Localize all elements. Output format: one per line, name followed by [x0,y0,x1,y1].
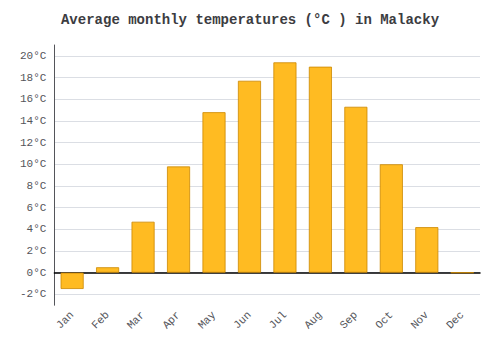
svg-text:Apr: Apr [160,309,182,331]
svg-text:0°C: 0°C [27,267,47,279]
svg-text:May: May [196,309,219,332]
svg-text:Jul: Jul [267,309,289,331]
svg-text:2°C: 2°C [27,245,47,257]
svg-text:8°C: 8°C [27,180,47,192]
svg-text:-2°C: -2°C [20,288,47,300]
svg-text:Mar: Mar [125,309,147,331]
svg-text:Jun: Jun [231,309,253,331]
svg-text:10°C: 10°C [20,158,47,170]
svg-text:Dec: Dec [444,309,466,331]
svg-text:14°C: 14°C [20,115,47,127]
svg-text:12°C: 12°C [20,137,47,149]
svg-text:Jan: Jan [54,309,76,331]
svg-text:Aug: Aug [302,309,324,331]
svg-text:18°C: 18°C [20,72,47,84]
svg-text:Oct: Oct [373,309,395,331]
svg-text:6°C: 6°C [27,202,47,214]
svg-text:4°C: 4°C [27,223,47,235]
svg-text:16°C: 16°C [20,93,47,105]
svg-text:Sep: Sep [338,309,360,331]
svg-text:Feb: Feb [89,309,111,331]
svg-text:Nov: Nov [409,309,432,332]
svg-text:20°C: 20°C [20,50,47,62]
svg-text:Average monthly temperatures (: Average monthly temperatures (°C ) in Ma… [61,12,440,28]
